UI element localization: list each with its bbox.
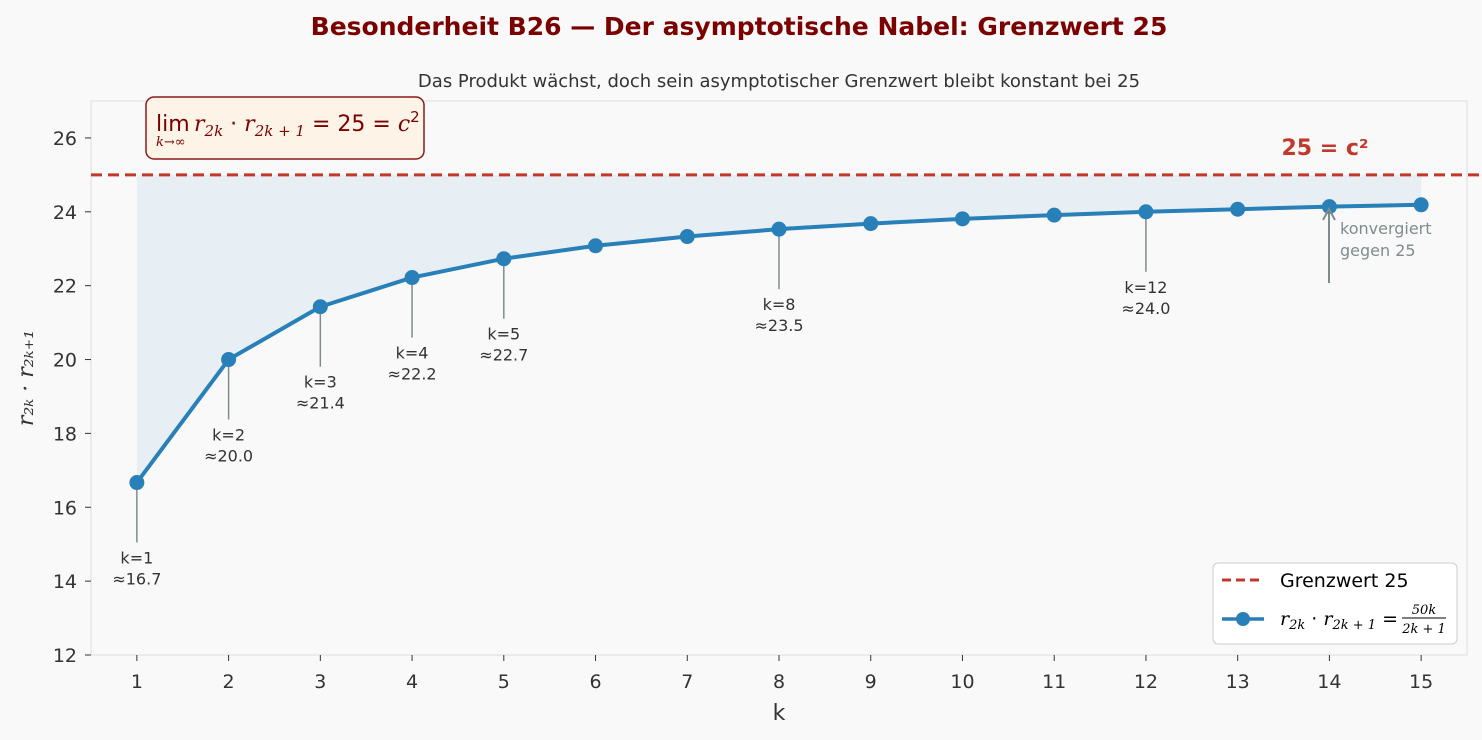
data-point bbox=[1230, 201, 1246, 217]
convergence-note-line1: konvergiert bbox=[1340, 219, 1432, 238]
annotation-k: k=4 bbox=[396, 344, 429, 363]
x-tick-label: 12 bbox=[1134, 671, 1158, 693]
legend-limit-label: Grenzwert 25 bbox=[1280, 570, 1409, 592]
data-point bbox=[1046, 207, 1062, 223]
formula-expression: r2k · r2k + 1 = 25 = c2 bbox=[194, 108, 420, 140]
convergence-note: konvergiert gegen 25 bbox=[1322, 206, 1432, 283]
annotation-value: ≈16.7 bbox=[112, 570, 161, 589]
annotation-value: ≈24.0 bbox=[1121, 299, 1170, 318]
x-tick-label: 15 bbox=[1409, 671, 1433, 693]
data-point bbox=[1321, 199, 1337, 215]
x-tick-label: 9 bbox=[865, 671, 877, 693]
legend-series-label: r2k · r2k + 1 = bbox=[1280, 608, 1398, 633]
data-point bbox=[496, 251, 512, 267]
legend-fraction-denominator: 2k + 1 bbox=[1401, 622, 1446, 637]
legend-frame bbox=[1212, 562, 1458, 645]
x-tick-label: 10 bbox=[950, 671, 974, 693]
series-layer bbox=[129, 197, 1429, 491]
data-point bbox=[404, 270, 420, 286]
data-point bbox=[129, 475, 145, 491]
annotation-k: k=2 bbox=[212, 426, 245, 445]
data-point bbox=[1413, 197, 1429, 213]
y-tick-label: 12 bbox=[53, 645, 77, 667]
data-point bbox=[771, 221, 787, 237]
formula-lim-sub: k→∞ bbox=[156, 135, 186, 150]
area-fill bbox=[136, 174, 1422, 483]
data-point bbox=[221, 352, 237, 368]
formula-lim: lim bbox=[156, 112, 190, 137]
formula-box: lim k→∞ r2k · r2k + 1 = 25 = c2 bbox=[145, 96, 425, 160]
x-tick-label: 4 bbox=[406, 671, 418, 693]
limit-label: 25 = c² bbox=[1281, 136, 1368, 161]
annotation-value: ≈23.5 bbox=[754, 316, 803, 335]
y-tick-label: 26 bbox=[53, 128, 77, 150]
convergence-arrow-head bbox=[1322, 206, 1336, 221]
x-tick-label: 14 bbox=[1317, 671, 1341, 693]
formula-box-frame bbox=[145, 96, 425, 160]
y-tick-label: 16 bbox=[53, 497, 77, 519]
annotation-k: k=12 bbox=[1124, 278, 1167, 297]
data-point bbox=[863, 216, 879, 232]
convergence-note-line2: gegen 25 bbox=[1340, 241, 1416, 260]
legend: Grenzwert 25 r2k · r2k + 1 = 50k 2k + 1 bbox=[1212, 562, 1458, 645]
x-tick-label: 8 bbox=[773, 671, 785, 693]
y-tick-label: 20 bbox=[53, 350, 77, 372]
axes-layer: 1 2 3 4 5 6 7 8 9 10 11 12 13 14 151214161820222426kr₂… bbox=[14, 128, 1433, 726]
annotation-k: k=8 bbox=[763, 295, 796, 314]
y-tick-label: 18 bbox=[53, 423, 77, 445]
x-tick-label: 7 bbox=[681, 671, 693, 693]
x-tick-label: 5 bbox=[498, 671, 510, 693]
annotation-k: k=1 bbox=[120, 549, 153, 568]
x-tick-label: 1 bbox=[131, 671, 143, 693]
legend-series-swatch-marker bbox=[1236, 612, 1250, 626]
data-point bbox=[588, 238, 604, 254]
data-point bbox=[312, 299, 328, 315]
x-tick-label: 2 bbox=[223, 671, 235, 693]
x-axis-label: k bbox=[773, 701, 786, 726]
x-tick-label: 6 bbox=[589, 671, 601, 693]
data-point bbox=[679, 229, 695, 245]
y-tick-label: 24 bbox=[53, 202, 77, 224]
x-tick-label: 11 bbox=[1042, 671, 1066, 693]
annotation-value: ≈22.7 bbox=[479, 346, 528, 365]
annotation-k: k=5 bbox=[487, 325, 520, 344]
annotation-k: k=3 bbox=[304, 373, 337, 392]
chart-title: Besonderheit B26 — Der asymptotische Nab… bbox=[311, 12, 1168, 41]
x-tick-label: 3 bbox=[314, 671, 326, 693]
annotation-value: ≈21.4 bbox=[296, 394, 345, 413]
legend-fraction-numerator: 50k bbox=[1412, 603, 1437, 618]
chart-subtitle: Das Produkt wächst, doch sein asymptotis… bbox=[418, 71, 1140, 92]
x-tick-label: 13 bbox=[1226, 671, 1250, 693]
annotation-value: ≈20.0 bbox=[204, 447, 253, 466]
data-point bbox=[954, 211, 970, 227]
data-point bbox=[1138, 204, 1154, 220]
annotation-layer: k=1 ≈16.7 k=2 ≈20.0 k=3 ≈21.4 k=4 ≈22.2 k=5 ≈22.7… bbox=[112, 211, 1170, 589]
area-fill-layer bbox=[136, 174, 1422, 483]
y-axis-label: r₂ₖ · r₂ₖ₊₁ bbox=[14, 330, 39, 426]
y-tick-label: 14 bbox=[53, 571, 77, 593]
y-tick-label: 22 bbox=[53, 276, 77, 298]
annotation-value: ≈22.2 bbox=[388, 365, 437, 384]
